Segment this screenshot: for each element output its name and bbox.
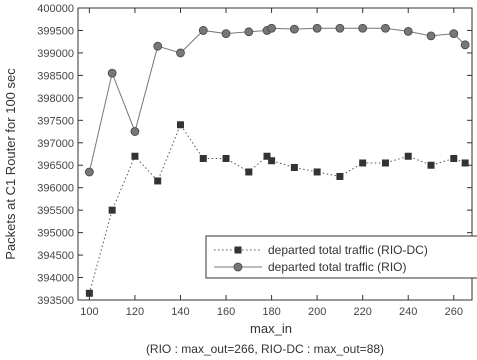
data-point [426,31,436,41]
y-axis-title: Packets at C1 Router for 100 sec [3,68,18,260]
data-point [450,154,458,162]
y-tick-label: 396000 [37,183,74,195]
x-tick-label: 200 [308,306,326,318]
x-axis-title: max_in [250,321,292,336]
data-point [222,154,230,162]
axis-ticks: 100 120 140 160 180 200 220 240 260 393500 394000 3… [37,3,472,318]
data-point [312,23,322,33]
chart-note: (RIO : max_out=266, RIO-DC : max_out=88) [146,342,384,356]
data-point [449,29,459,39]
x-tick-label: 160 [217,306,235,318]
y-tick-label: 397000 [37,138,74,150]
x-tick-label: 220 [354,306,372,318]
data-point [130,127,140,136]
series-line [88,27,466,173]
legend-marker [233,262,243,272]
data-point [263,152,271,160]
y-tick-label: 397500 [37,115,74,127]
legend-items: departed total traffic (RIO-DC) departed … [214,243,428,274]
data-point [404,152,412,160]
legend-label: departed total traffic (RIO-DC) [268,243,428,257]
data-point [359,159,367,167]
y-tick-label: 399500 [37,25,74,37]
data-point [221,29,231,39]
data-point [358,23,368,33]
data-point [335,23,345,33]
data-point [84,167,94,177]
y-tick-label: 400000 [37,3,74,15]
x-tick-label: 260 [445,306,463,318]
data-point [153,41,163,51]
y-tick-label: 395500 [37,205,74,217]
data-point [268,157,276,165]
data-point [199,154,207,162]
data-point [244,27,254,37]
data-point [107,68,117,78]
y-tick-label: 398500 [37,70,74,82]
data-point [85,289,93,297]
data-point [290,163,298,171]
plot-area-border [77,7,473,301]
plot-frame [77,7,473,301]
data-point [245,168,253,176]
data-point [313,168,321,176]
x-tick-label: 120 [126,306,144,318]
y-tick-label: 395000 [37,228,74,240]
legend-box [205,235,477,279]
data-point [336,172,344,180]
series-0 [85,121,469,297]
data-point [198,26,208,35]
data-point [460,40,470,50]
series-layer [84,23,470,297]
data-point [381,159,389,167]
y-tick-label: 394000 [37,273,74,285]
x-tick-label: 240 [399,306,417,318]
data-point [154,177,162,185]
y-tick-label: 398000 [37,93,74,105]
data-point [403,26,413,36]
y-tick-label: 396500 [37,160,74,172]
x-tick-label: 140 [171,306,189,318]
data-point [427,161,435,169]
data-point [461,159,469,167]
legend-marker [234,246,242,254]
legend: departed total traffic (RIO-DC) departed … [205,235,477,279]
series-1 [84,23,470,177]
x-tick-label: 180 [262,306,280,318]
y-tick-label: 394500 [37,250,74,262]
y-tick-label: 399000 [37,48,74,60]
data-point [176,121,184,129]
y-tick-label: 393500 [37,295,74,307]
x-tick-label: 100 [80,306,98,318]
data-point [289,24,299,34]
data-point [176,48,185,58]
data-point [131,152,139,160]
legend-label: departed total traffic (RIO) [268,260,407,274]
data-point [267,23,276,33]
data-point [381,23,390,33]
data-point [108,206,116,214]
